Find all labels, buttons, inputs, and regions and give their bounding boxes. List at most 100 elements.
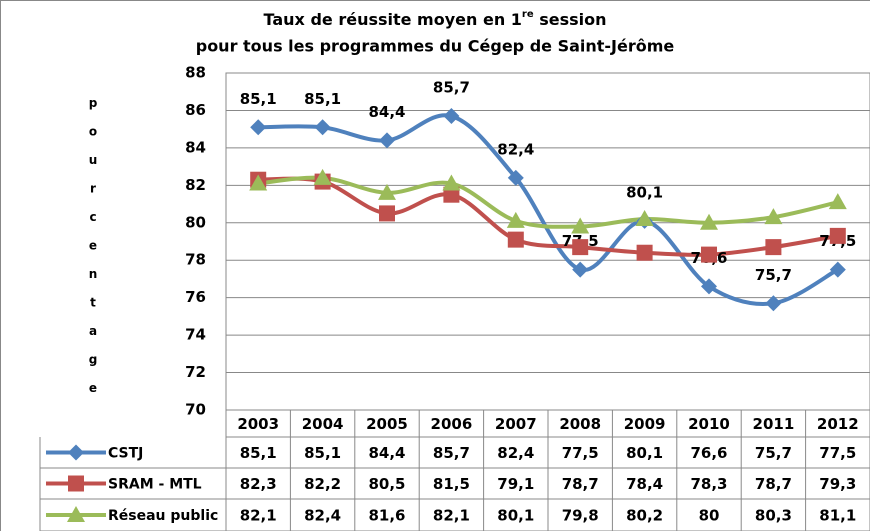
- marker: [379, 132, 395, 149]
- table-cell: 82,1: [240, 507, 277, 525]
- title-part: session: [534, 10, 607, 29]
- marker: [701, 278, 717, 295]
- marker: [443, 186, 460, 203]
- table-cell: 80,5: [368, 475, 405, 493]
- series-line: [258, 176, 839, 257]
- table-cell: 77,5: [562, 444, 599, 462]
- y-tick-label: 76: [185, 288, 206, 306]
- table-cell: 79,1: [497, 475, 534, 493]
- y-tick-label: 86: [185, 101, 206, 119]
- table-cell: 85,7: [433, 444, 470, 462]
- table-cell: 82,4: [497, 444, 534, 462]
- table-cell: 80: [699, 507, 720, 525]
- y-axis-label: pourcentage: [86, 96, 100, 410]
- table-cell: 77,5: [819, 444, 856, 462]
- marker: [68, 444, 84, 461]
- table-cell: 82,1: [433, 507, 470, 525]
- chart-title: Taux de réussite moyen en 1re session: [264, 9, 607, 29]
- marker: [765, 239, 782, 256]
- marker: [700, 213, 718, 230]
- legend-label: CSTJ: [108, 446, 143, 462]
- marker: [701, 246, 717, 263]
- marker: [249, 174, 268, 191]
- table-cell: 76,6: [690, 444, 727, 462]
- marker: [443, 108, 460, 125]
- marker: [635, 210, 654, 227]
- title-sup: re: [522, 9, 534, 20]
- table-cell: 81,6: [368, 507, 405, 525]
- table-cell: 78,3: [690, 475, 727, 493]
- marker: [250, 119, 267, 136]
- table-cell: 78,4: [626, 475, 663, 493]
- table-cell: 75,7: [755, 444, 792, 462]
- table-cell: 79,3: [819, 475, 856, 493]
- x-tick-label: 2003: [237, 415, 279, 433]
- table-cell: 84,4: [368, 444, 405, 462]
- data-label: 85,7: [433, 79, 470, 97]
- x-tick-label: 2005: [366, 415, 408, 433]
- marker: [829, 261, 846, 278]
- table-cell: 82,2: [304, 475, 341, 493]
- marker: [572, 261, 589, 278]
- table-cell: 82,4: [304, 507, 341, 525]
- x-tick-label: 2008: [559, 415, 601, 433]
- data-label: 85,1: [304, 90, 341, 108]
- chart-title: pour tous les programmes du Cégep de Sai…: [196, 37, 675, 56]
- marker: [571, 217, 590, 234]
- x-tick-label: 2007: [495, 415, 537, 433]
- y-tick-label: 72: [185, 363, 206, 381]
- marker: [506, 211, 525, 228]
- marker: [765, 295, 782, 312]
- marker: [442, 174, 461, 191]
- marker: [378, 183, 396, 200]
- table-cell: 80,3: [755, 507, 792, 525]
- x-tick-label: 2012: [817, 415, 859, 433]
- table-cell: 78,7: [755, 475, 792, 493]
- data-label: 82,4: [497, 140, 534, 158]
- marker: [507, 231, 524, 248]
- data-label: 85,1: [240, 90, 277, 108]
- table-cell: 85,1: [240, 444, 277, 462]
- marker: [314, 119, 331, 136]
- legend-label: SRAM - MTL: [108, 477, 202, 493]
- table-cell: 79,8: [562, 507, 599, 525]
- table-cell: 78,7: [562, 475, 599, 493]
- marker: [828, 193, 847, 210]
- y-tick-label: 80: [185, 213, 206, 231]
- series-line: [258, 175, 839, 229]
- title-part: Taux de réussite moyen en 1: [264, 10, 522, 29]
- table-cell: 81,1: [819, 507, 856, 525]
- y-tick-label: 70: [185, 401, 206, 419]
- data-label: 80,1: [626, 183, 663, 201]
- x-tick-label: 2004: [302, 415, 344, 433]
- table-cell: 80,1: [626, 444, 663, 462]
- legend-label: Réseau public: [108, 508, 218, 524]
- marker: [379, 205, 395, 222]
- x-tick-label: 2010: [688, 415, 730, 433]
- marker: [829, 227, 846, 244]
- marker: [572, 239, 589, 256]
- table-cell: 82,3: [240, 475, 277, 493]
- y-tick-label: 88: [185, 64, 206, 82]
- y-tick-label: 82: [185, 176, 206, 194]
- marker: [68, 475, 84, 492]
- table-cell: 85,1: [304, 444, 341, 462]
- table-cell: 80,1: [497, 507, 534, 525]
- marker: [764, 208, 783, 225]
- series-line: [258, 113, 839, 306]
- y-tick-label: 78: [185, 251, 206, 269]
- table-cell: 81,5: [433, 475, 470, 493]
- x-tick-label: 2006: [431, 415, 473, 433]
- marker: [507, 169, 524, 186]
- marker: [636, 244, 653, 261]
- x-tick-label: 2011: [753, 415, 795, 433]
- data-label: 75,7: [755, 266, 792, 284]
- y-tick-label: 84: [185, 138, 206, 156]
- marker: [67, 506, 85, 522]
- marker: [313, 168, 332, 185]
- table-cell: 80,2: [626, 507, 663, 525]
- y-tick-label: 74: [185, 326, 206, 344]
